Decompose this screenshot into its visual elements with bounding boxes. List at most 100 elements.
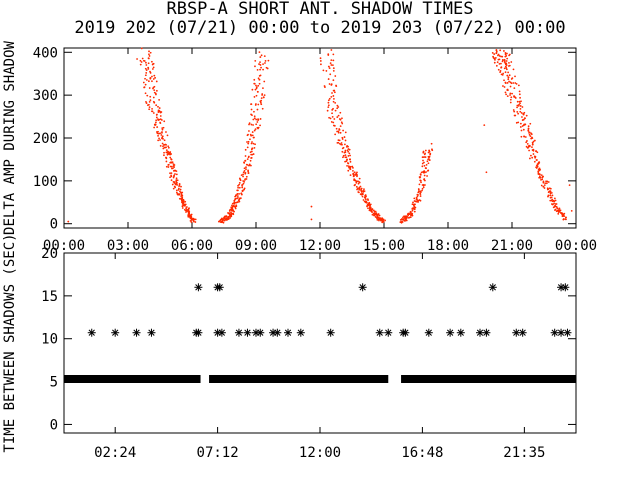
shadow-point <box>310 218 313 221</box>
shadow-point <box>233 202 236 205</box>
shadow-point <box>253 117 256 120</box>
shadow-point <box>143 86 146 89</box>
shadow-point <box>250 156 253 159</box>
shadow-point <box>330 59 333 61</box>
shadow-point <box>546 180 549 183</box>
shadow-point <box>243 170 246 172</box>
shadow-point <box>354 183 356 186</box>
shadow-point <box>253 129 256 132</box>
shadow-point <box>240 192 243 195</box>
shadow-point <box>330 49 333 51</box>
shadow-point <box>521 106 524 108</box>
shadow-point <box>363 196 366 199</box>
shadow-point <box>170 158 173 161</box>
interval-point <box>550 328 559 337</box>
shadow-point <box>334 75 337 77</box>
shadow-point <box>547 191 550 194</box>
shadow-point <box>344 149 347 152</box>
shadow-point <box>336 107 339 110</box>
shadow-point <box>347 169 350 172</box>
shadow-point <box>219 218 222 221</box>
shadow-point <box>494 58 496 61</box>
chart-title: RBSP-A SHORT ANT. SHADOW TIMES <box>166 0 473 19</box>
shadow-point <box>153 74 156 77</box>
shadow-point <box>157 105 159 108</box>
shadow-point <box>402 218 405 220</box>
shadow-point <box>184 200 187 203</box>
shadow-point <box>565 218 567 221</box>
shadow-point <box>507 76 510 79</box>
shadow-point <box>427 158 429 161</box>
shadow-point <box>332 59 335 62</box>
shadow-point <box>259 56 262 58</box>
shadow-point <box>499 69 502 72</box>
shadow-point <box>520 100 522 103</box>
shadow-point <box>328 67 331 70</box>
shadow-point <box>329 73 332 76</box>
shadow-point <box>368 201 371 204</box>
shadow-point <box>511 77 514 80</box>
interval-point <box>375 328 384 337</box>
shadow-point <box>551 194 554 197</box>
shadow-point <box>371 213 374 216</box>
shadow-point <box>532 149 535 152</box>
shadow-point <box>518 103 520 106</box>
shadow-point <box>533 155 536 158</box>
shadow-point <box>252 136 255 139</box>
shadow-point <box>152 78 155 80</box>
shadow-point <box>190 213 193 216</box>
shadow-point <box>156 126 159 128</box>
shadow-point <box>147 57 150 60</box>
shadow-point <box>167 152 170 155</box>
shadow-point <box>247 140 250 143</box>
shadow-point <box>147 80 150 83</box>
shadow-point <box>244 148 247 151</box>
shadow-point <box>373 210 376 213</box>
shadow-point <box>542 181 545 184</box>
shadow-point <box>503 60 506 62</box>
shadow-point <box>326 109 329 112</box>
shadow-point <box>157 109 160 112</box>
shadow-point <box>419 173 422 176</box>
shadow-point <box>547 195 549 198</box>
shadow-point <box>238 181 241 184</box>
shadow-point <box>380 219 383 222</box>
shadow-point <box>505 60 508 62</box>
shadow-point <box>139 59 142 62</box>
shadow-point <box>538 173 541 175</box>
shadow-point <box>513 87 516 90</box>
shadow-point <box>250 148 253 151</box>
shadow-point <box>171 183 174 186</box>
shadow-point <box>427 155 430 158</box>
shadow-point <box>516 104 519 107</box>
shadow-point <box>349 154 351 157</box>
interval-point <box>87 328 96 337</box>
shadow-point <box>219 221 222 223</box>
shadow-point <box>194 218 197 221</box>
shadow-point <box>246 158 249 161</box>
shadow-point <box>253 96 256 98</box>
shadow-point <box>419 193 422 196</box>
x-tick-label: 00:00 <box>43 238 85 254</box>
shadow-point <box>516 106 518 109</box>
shadow-point <box>363 188 365 191</box>
shadow-point <box>332 53 335 56</box>
shadow-point <box>261 93 264 95</box>
interval-point <box>296 328 305 337</box>
shadow-point <box>502 72 505 75</box>
shadow-point <box>252 118 255 121</box>
shadow-point <box>415 196 418 199</box>
shadow-point <box>173 164 176 166</box>
shadow-point <box>338 128 341 131</box>
shadow-point <box>356 174 358 176</box>
shadow-point <box>250 108 253 111</box>
shadow-point <box>180 198 183 201</box>
shadow-point <box>166 153 169 156</box>
shadow-point <box>521 116 523 118</box>
shadow-point <box>332 100 335 103</box>
shadow-point <box>167 166 170 168</box>
shadow-point <box>248 130 250 132</box>
shadow-point <box>260 103 263 106</box>
y-tick-label: 200 <box>33 131 58 147</box>
interval-point <box>563 328 572 337</box>
